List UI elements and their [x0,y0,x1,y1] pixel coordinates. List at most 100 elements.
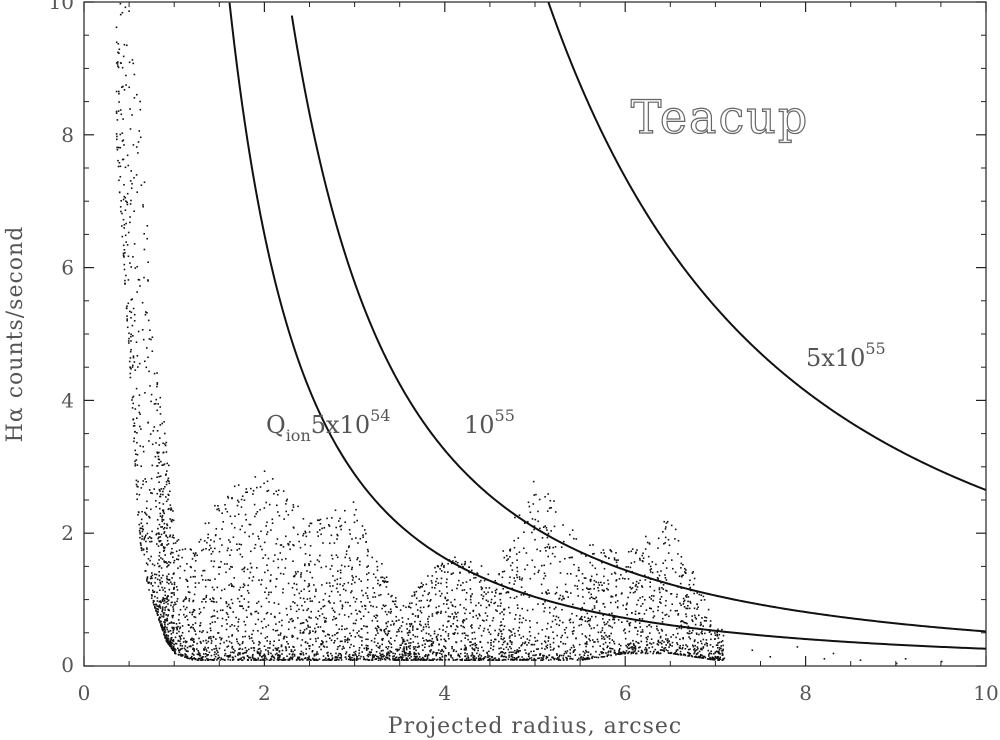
scatter-point [670,652,673,654]
scatter-point [351,568,353,571]
scatter-point [549,499,552,502]
scatter-point [140,184,143,186]
scatter-point [373,592,376,594]
scatter-point [518,618,521,620]
scatter-point [241,605,243,607]
scatter-point [523,531,525,533]
scatter-points [115,2,943,665]
scatter-point [159,583,162,585]
scatter-point [159,490,161,492]
scatter-point [186,563,188,565]
scatter-point [355,654,357,656]
scatter-point [491,591,493,593]
scatter-point [646,638,649,641]
scatter-point [650,626,653,628]
scatter-point [429,600,431,602]
scatter-point [346,639,349,641]
scatter-point [683,606,686,608]
scatter-point [126,305,128,307]
scatter-point [198,541,201,543]
scatter-point [531,518,534,520]
scatter-point [455,650,458,653]
scatter-point [360,580,362,582]
scatter-point [679,602,681,605]
scatter-point [448,620,450,622]
scatter-point [338,613,341,616]
scatter-point [636,603,638,606]
scatter-point [385,581,388,583]
scatter-point [139,285,141,287]
scatter-point [518,514,521,516]
scatter-point [353,645,355,647]
scatter-point [503,608,506,610]
scatter-point [486,652,488,655]
scatter-point [125,200,127,202]
scatter-point [405,623,408,625]
scatter-point [158,618,160,620]
scatter-point [560,546,563,548]
scatter-point [215,638,217,640]
scatter-point [469,659,471,661]
scatter-point [588,591,590,594]
scatter-point [366,573,368,576]
scatter-point [458,579,460,582]
scatter-point [552,657,554,659]
scatter-point [260,620,263,623]
scatter-point [526,659,528,661]
scatter-point [165,636,167,638]
scatter-point [125,84,127,86]
scatter-point [640,649,643,652]
scatter-point [605,623,608,625]
scatter-point [547,622,549,625]
scatter-point [338,628,340,630]
scatter-point [639,557,641,560]
scatter-point [509,550,511,552]
scatter-point [657,547,659,549]
scatter-point [173,559,176,562]
scatter-point [123,249,126,251]
scatter-point [420,586,422,588]
scatter-point [248,656,251,659]
scatter-point [547,589,549,591]
scatter-point [413,655,416,658]
scatter-point [442,603,445,605]
scatter-point [130,317,132,319]
scatter-point [280,645,283,648]
scatter-point [684,622,686,624]
scatter-point [633,561,636,563]
scatter-point [425,639,428,641]
scatter-point [194,582,197,584]
scatter-point [184,656,186,658]
scatter-point [321,643,324,645]
scatter-point [131,114,133,116]
scatter-point [509,556,511,558]
scatter-point [440,650,442,652]
scatter-point [667,552,670,554]
scatter-point [162,629,164,631]
scatter-point [211,586,214,589]
curve3-annotation: 5x1055 [806,339,886,372]
scatter-point [455,616,458,618]
scatter-point [156,600,159,602]
scatter-point [187,650,189,653]
scatter-point [359,560,361,563]
scatter-point [239,644,241,646]
scatter-point [424,623,427,626]
scatter-point [161,514,164,517]
scatter-point [455,613,457,615]
scatter-point [547,543,550,546]
scatter-point [278,514,281,517]
scatter-point [185,641,187,644]
scatter-point [686,607,689,610]
scatter-point [637,599,640,602]
scatter-point [508,656,510,658]
scatter-point [471,624,473,626]
scatter-point [192,610,195,613]
scatter-point [147,261,149,263]
scatter-point [210,560,213,562]
scatter-point [607,651,609,654]
scatter-point [199,624,201,627]
scatter-point [712,646,714,648]
scatter-point [275,578,278,580]
scatter-point [181,647,183,650]
